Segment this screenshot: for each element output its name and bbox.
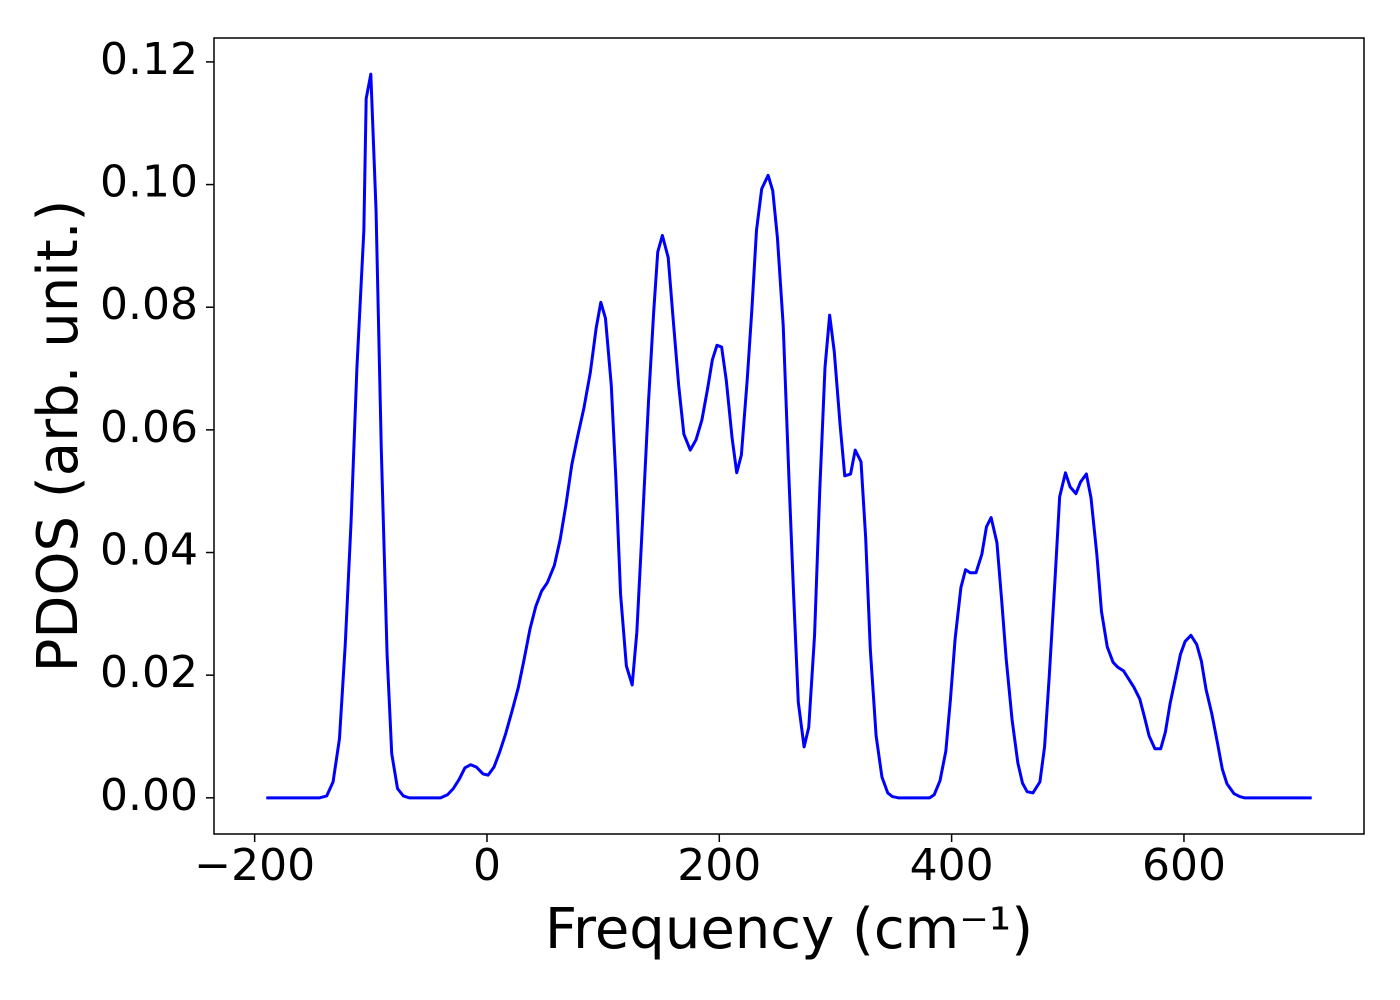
y-tick-label: 0.04: [100, 525, 198, 576]
data-line: [266, 72, 1312, 800]
y-axis-label: PDOS (arb. unit.): [26, 200, 91, 673]
x-tick-label: 600: [1142, 840, 1226, 891]
y-tick-label: 0.00: [100, 770, 198, 821]
x-tick-label: 0: [473, 840, 501, 891]
x-axis-label: Frequency (cm⁻¹): [545, 897, 1033, 962]
plot-frame: [213, 37, 1365, 835]
y-tick-label: 0.10: [100, 157, 198, 208]
y-tick-label: 0.12: [100, 34, 198, 85]
y-tick-label: 0.02: [100, 647, 198, 698]
x-tick-label: 200: [677, 840, 761, 891]
x-tick-label: 400: [910, 840, 994, 891]
y-tick-label: 0.06: [100, 402, 198, 453]
x-tick-label: −200: [194, 840, 315, 891]
y-tick-label: 0.08: [100, 279, 198, 330]
